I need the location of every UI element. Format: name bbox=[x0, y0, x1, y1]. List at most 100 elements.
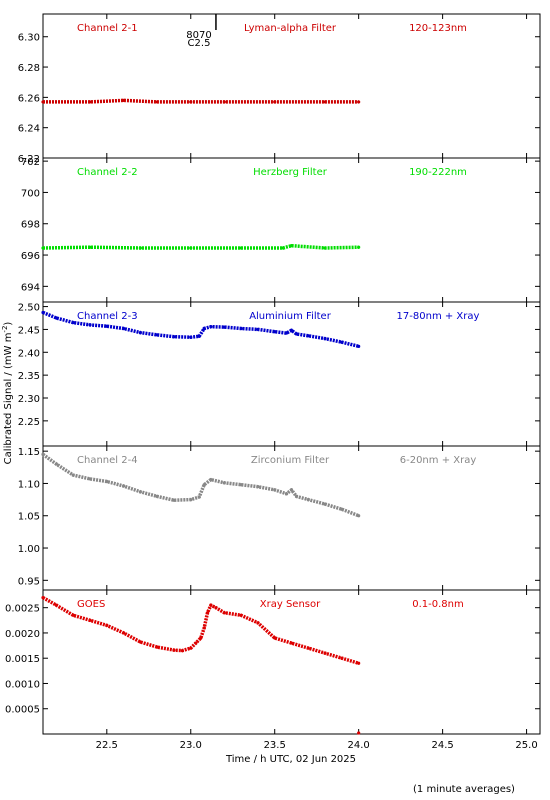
data-point bbox=[138, 640, 142, 644]
x-tick-label: 24.5 bbox=[431, 740, 453, 751]
data-point bbox=[284, 492, 289, 496]
x-tick-label: 22.5 bbox=[96, 740, 118, 751]
data-point bbox=[88, 618, 92, 622]
data-point bbox=[172, 498, 176, 502]
data-point bbox=[273, 330, 277, 334]
data-point bbox=[180, 649, 184, 653]
data-point bbox=[294, 494, 299, 498]
channel-label: GOES bbox=[77, 599, 105, 610]
data-point bbox=[202, 626, 206, 630]
y-tick-label: 700 bbox=[21, 188, 40, 199]
data-point bbox=[306, 646, 310, 650]
data-point bbox=[54, 316, 59, 320]
data-point bbox=[256, 327, 260, 332]
data-point bbox=[209, 325, 213, 329]
data-point bbox=[71, 320, 75, 325]
y-tick-label: 6.24 bbox=[18, 124, 40, 135]
data-point bbox=[155, 494, 159, 498]
y-tick-label: 702 bbox=[21, 157, 40, 168]
y-tick-label: 1.10 bbox=[18, 479, 40, 490]
data-point bbox=[239, 246, 243, 250]
series-line bbox=[42, 310, 360, 349]
data-point bbox=[121, 484, 126, 488]
data-point bbox=[222, 325, 226, 329]
data-point bbox=[273, 100, 277, 104]
panel-frame bbox=[42, 589, 541, 735]
y-tick-label: 698 bbox=[21, 220, 40, 231]
data-point bbox=[306, 497, 310, 502]
data-point bbox=[209, 477, 213, 482]
band-label: 120-123nm bbox=[409, 23, 467, 34]
data-point bbox=[357, 344, 361, 348]
data-point bbox=[239, 483, 243, 487]
data-point bbox=[155, 100, 159, 104]
data-point bbox=[189, 646, 193, 650]
band-label: 6-20nm + Xray bbox=[400, 455, 477, 466]
panel-frame bbox=[42, 445, 541, 591]
y-tick-label: 694 bbox=[21, 282, 40, 293]
channel-label: Channel 2-3 bbox=[77, 311, 138, 322]
y-tick-label: 6.22 bbox=[18, 154, 40, 165]
y-tick-label: 6.30 bbox=[18, 33, 40, 44]
data-point bbox=[41, 452, 45, 456]
data-point bbox=[239, 613, 243, 617]
y-tick-label: 2.35 bbox=[18, 371, 40, 382]
data-point bbox=[209, 603, 213, 607]
channel-label: Channel 2-2 bbox=[77, 167, 138, 178]
footnote: (1 minute averages) bbox=[413, 784, 515, 795]
filter-label: Xray Sensor bbox=[260, 599, 321, 610]
y-tick-label: 2.45 bbox=[18, 325, 40, 336]
data-point bbox=[323, 336, 327, 341]
data-point bbox=[199, 636, 203, 640]
data-point bbox=[121, 631, 126, 635]
data-point bbox=[357, 245, 361, 249]
data-point bbox=[340, 340, 344, 344]
data-point bbox=[289, 641, 294, 645]
data-point bbox=[121, 326, 126, 331]
data-point bbox=[256, 485, 260, 489]
data-point bbox=[194, 641, 198, 645]
data-point bbox=[323, 502, 327, 506]
data-point bbox=[88, 323, 92, 327]
data-point bbox=[323, 100, 327, 104]
filter-label: Lyman-alpha Filter bbox=[244, 23, 337, 34]
data-point bbox=[289, 328, 294, 332]
series-line bbox=[42, 596, 360, 665]
y-tick-label: 0.0010 bbox=[5, 679, 40, 690]
data-point bbox=[357, 731, 361, 735]
data-point bbox=[205, 611, 210, 615]
data-point bbox=[222, 100, 226, 104]
panel-frame bbox=[42, 301, 541, 447]
data-point bbox=[54, 462, 59, 466]
data-point bbox=[340, 507, 344, 511]
data-point bbox=[105, 479, 109, 484]
data-point bbox=[357, 514, 361, 518]
y-tick-label: 6.28 bbox=[18, 63, 40, 74]
data-point bbox=[222, 481, 226, 485]
data-point bbox=[202, 483, 206, 487]
y-tick-label: 0.0015 bbox=[5, 654, 40, 665]
data-point bbox=[41, 246, 45, 250]
y-tick-label: 1.05 bbox=[18, 512, 40, 523]
data-point bbox=[41, 595, 45, 600]
y-tick-label: 6.26 bbox=[18, 93, 40, 104]
data-point bbox=[289, 488, 294, 492]
data-point bbox=[214, 606, 218, 610]
data-point bbox=[202, 326, 206, 331]
x-axis-title: Time / h UTC, 02 Jun 2025 bbox=[225, 754, 356, 765]
data-point bbox=[281, 246, 285, 250]
data-point bbox=[323, 651, 327, 655]
data-point bbox=[189, 100, 193, 104]
band-label: 0.1-0.8nm bbox=[412, 599, 464, 610]
data-point bbox=[273, 636, 277, 640]
data-point bbox=[294, 332, 299, 336]
data-point bbox=[88, 100, 92, 104]
filter-label: Aluminium Filter bbox=[249, 311, 332, 322]
data-point bbox=[239, 326, 243, 331]
data-point bbox=[273, 488, 277, 492]
y-tick-label: 2.40 bbox=[18, 348, 40, 359]
data-point bbox=[155, 333, 159, 337]
data-point bbox=[71, 473, 75, 477]
data-point bbox=[138, 331, 142, 335]
y-tick-label: 0.0005 bbox=[5, 705, 40, 716]
